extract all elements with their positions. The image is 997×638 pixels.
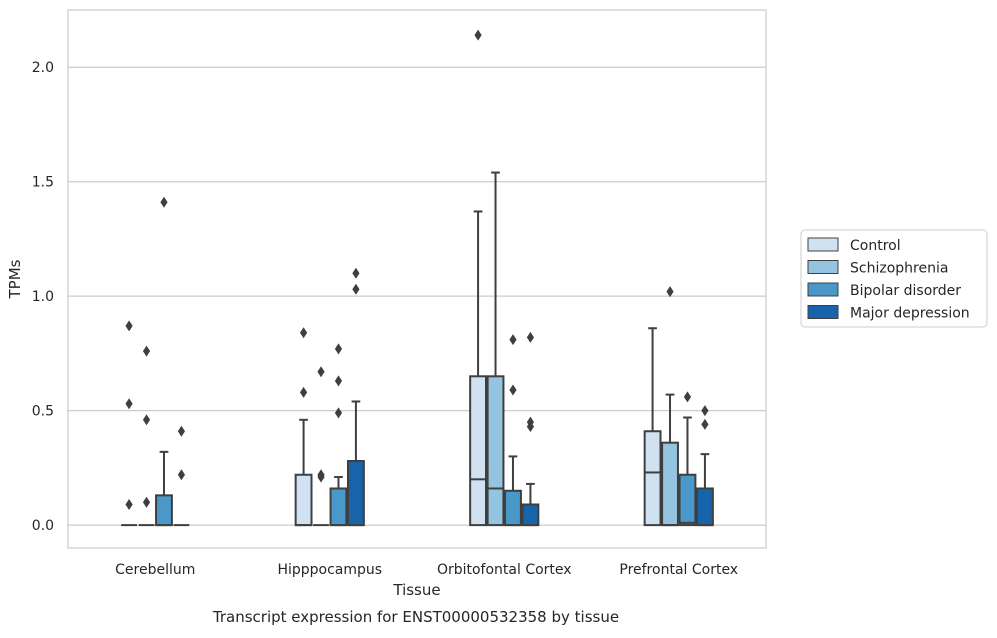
x-tick-label: Hipppocampus <box>277 562 382 578</box>
box-3-2 <box>678 391 697 527</box>
y-tick-label: 0.0 <box>32 518 54 534</box>
box-body <box>696 487 714 527</box>
box-body <box>469 375 487 527</box>
box-1-0 <box>294 327 313 527</box>
legend-swatch <box>807 282 839 297</box>
box-1-1 <box>313 366 329 527</box>
box-2-0 <box>469 29 487 527</box>
outlier-point <box>299 386 308 398</box>
box-0-1 <box>138 345 155 527</box>
outlier-point <box>509 334 517 346</box>
outlier-point <box>526 331 535 343</box>
box-0-3 <box>173 425 190 527</box>
box-3-1 <box>661 286 679 527</box>
outlier-point <box>177 469 186 481</box>
outlier-point <box>509 384 517 396</box>
box-1-3 <box>347 267 365 527</box>
box-3-0 <box>643 327 662 527</box>
outlier-point <box>125 320 133 332</box>
x-tick-label: Cerebellum <box>115 562 195 578</box>
box-body <box>504 489 522 527</box>
box-body <box>486 375 505 527</box>
x-axis-label: Tissue <box>392 581 440 599</box>
outlier-point <box>317 469 325 481</box>
box-body <box>155 494 173 527</box>
box-0-2 <box>155 196 173 527</box>
x-axis-ticks: Cerebellum Hipppocampus Orbitofontal Corte… <box>115 562 738 578</box>
outlier-point <box>352 267 360 279</box>
box-body <box>294 473 313 527</box>
outlier-point <box>334 375 343 387</box>
outlier-point <box>160 196 168 208</box>
legend: Control Schizophrenia Bipolar disorder Majo… <box>800 229 988 328</box>
outlier-point <box>125 499 133 511</box>
y-tick-label: 1.5 <box>32 175 54 191</box>
outlier-point <box>177 425 186 437</box>
y-tick-label: 1.0 <box>32 289 54 305</box>
y-tick-label: 2.0 <box>32 60 54 76</box>
outlier-point <box>125 398 133 410</box>
box-body <box>347 460 365 527</box>
outlier-point <box>701 405 709 417</box>
legend-label: Bipolar disorder <box>850 283 961 299</box>
box-2-1 <box>486 171 505 527</box>
legend-frame <box>800 229 988 328</box>
outlier-point <box>683 391 692 403</box>
box-series <box>121 29 714 527</box>
legend-label: Major depression <box>850 306 970 322</box>
legend-swatch <box>807 237 839 252</box>
outlier-point <box>334 343 343 355</box>
legend-label: Control <box>850 238 901 254</box>
y-axis-ticks: 0.0 0.5 1.0 1.5 2.0 <box>32 60 54 534</box>
outlier-point <box>352 283 360 295</box>
plot-frame <box>67 9 767 549</box>
outlier-point <box>317 366 325 378</box>
outlier-point <box>666 286 674 298</box>
legend-swatch <box>807 305 839 319</box>
legend-swatch <box>807 260 839 274</box>
box-body <box>678 473 697 527</box>
y-tick-label: 0.5 <box>32 404 54 420</box>
box-3-3 <box>696 405 714 527</box>
outlier-point <box>701 418 709 430</box>
outlier-point <box>334 407 343 419</box>
outlier-point <box>142 496 151 508</box>
outlier-point <box>526 416 535 428</box>
outlier-point <box>142 414 151 426</box>
x-tick-label: Prefrontal Cortex <box>619 562 738 578</box>
box-body <box>329 487 348 527</box>
chart-caption: Transcript expression for ENST0000053235… <box>212 608 619 626</box>
box-2-2 <box>504 334 522 527</box>
box-1-2 <box>329 343 348 527</box>
y-axis-label: TPMs <box>6 259 24 299</box>
x-tick-label: Orbitofontal Cortex <box>437 562 572 578</box>
outlier-point <box>474 29 482 41</box>
outlier-point <box>299 327 308 339</box>
box-0-0 <box>121 320 137 527</box>
outlier-point <box>142 345 151 357</box>
legend-label: Schizophrenia <box>850 261 948 277</box>
box-body <box>661 441 679 527</box>
box-2-3 <box>521 331 540 527</box>
box-body <box>521 503 540 527</box>
box-body <box>643 430 662 527</box>
